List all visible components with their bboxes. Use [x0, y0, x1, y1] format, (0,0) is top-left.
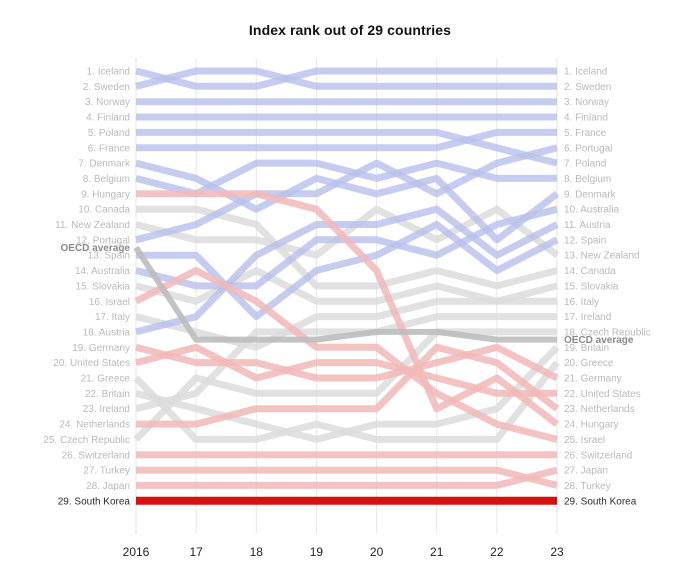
x-tick-2016: 2016: [123, 545, 150, 559]
left-label-29-south-korea: 29. South Korea: [58, 496, 131, 507]
series-line-japan: [136, 466, 558, 489]
left-label-9-hungary: 9. Hungary: [81, 189, 130, 200]
x-axis-labels: 2016 17 18 19 20 21 22 23: [123, 545, 564, 559]
series-line-spain: [136, 221, 559, 321]
series-line-new-zealand: [135, 205, 560, 259]
right-label-oecd-average: OECD average: [564, 335, 634, 346]
right-label-9-denmark: 9. Denmark: [564, 189, 617, 200]
left-label-19-germany: 19. Germany: [72, 343, 130, 354]
series-line-israel: [134, 267, 558, 443]
right-label-20-greece: 20. Greece: [564, 358, 614, 369]
left-label-25-czech-republic: 25. Czech Republic: [43, 435, 130, 446]
right-label-21-germany: 21. Germany: [564, 374, 622, 385]
series-line-france: [136, 128, 557, 152]
right-label-11-austria: 11. Austria: [564, 220, 611, 231]
left-label-5-poland: 5. Poland: [88, 128, 130, 139]
right-label-12-spain: 12. Spain: [564, 235, 606, 246]
right-label-28-turkey: 28. Turkey: [564, 481, 611, 492]
left-label-10-canada: 10. Canada: [78, 205, 130, 216]
x-tick-22: 22: [490, 545, 504, 559]
series-line-turkey: [136, 466, 558, 489]
left-label-22-britain: 22. Britain: [85, 389, 130, 400]
x-tick-19: 19: [310, 545, 324, 559]
series-line-united-states: [135, 343, 557, 397]
series-line-poland: [136, 128, 558, 167]
left-label-8-belgium: 8. Belgium: [83, 174, 130, 185]
series-line-belgium: [135, 159, 557, 198]
left-label-18-austria: 18. Austria: [83, 327, 131, 338]
right-label-3-norway: 3. Norway: [564, 97, 609, 108]
right-label-29-south-korea: 29. South Korea: [564, 496, 637, 507]
right-label-16-italy: 16. Italy: [564, 297, 599, 308]
left-label-3-norway: 3. Norway: [85, 97, 130, 108]
right-label-27-japan: 27. Japan: [564, 466, 608, 477]
right-label-8-belgium: 8. Belgium: [564, 174, 611, 185]
left-label-6-france: 6. France: [88, 143, 131, 154]
left-label-15-slovakia: 15. Slovakia: [76, 281, 131, 292]
right-label-6-portugal: 6. Portugal: [564, 143, 612, 154]
right-label-5-france: 5. France: [564, 128, 607, 139]
right-label-18-czech-republic: 18. Czech Republic: [564, 327, 651, 338]
left-label-11-new-zealand: 11. New Zealand: [55, 220, 130, 231]
series-line-hungary: [136, 190, 560, 427]
x-tick-23: 23: [550, 545, 564, 559]
right-label-25-israel: 25. Israel: [564, 435, 605, 446]
left-label-24-netherlands: 24. Netherlands: [59, 420, 130, 431]
right-label-14-canada: 14. Canada: [564, 266, 616, 277]
series-line-czech-republic: [133, 328, 557, 442]
right-label-7-poland: 7. Poland: [564, 159, 606, 170]
left-label-2-sweden: 2. Sweden: [83, 82, 130, 93]
left-label-1-iceland: 1. Iceland: [87, 67, 130, 78]
x-tick-18: 18: [250, 545, 264, 559]
right-label-2-sweden: 2. Sweden: [564, 82, 611, 93]
left-label-20-united-states: 20. United States: [53, 358, 130, 369]
right-label-26-switzerland: 26. Switzerland: [564, 450, 632, 461]
series-line-italy: [135, 297, 557, 351]
right-label-1-iceland: 1. Iceland: [564, 67, 607, 78]
right-label-15-slovakia: 15. Slovakia: [564, 281, 619, 292]
right-label-19-britain: 19. Britain: [564, 343, 609, 354]
left-label-21-greece: 21. Greece: [81, 374, 131, 385]
series-lines: [133, 67, 560, 505]
x-tick-17: 17: [189, 545, 203, 559]
left-label-27-turkey: 27. Turkey: [83, 466, 130, 477]
left-label-14-australia: 14. Australia: [75, 266, 130, 277]
series-line-greece: [133, 360, 560, 443]
right-label-24-hungary: 24. Hungary: [564, 420, 618, 431]
series-line-oecd-average: [133, 245, 557, 343]
series-line-canada: [136, 205, 558, 290]
series-line-iceland: [135, 67, 557, 90]
left-label-oecd-average: OECD average: [61, 243, 131, 254]
left-label-4-finland: 4. Finland: [86, 113, 130, 124]
left-rank-labels: 1. Iceland 2. Sweden 3. Norway 4. Finland 5.…: [43, 67, 131, 508]
series-line-austria: [135, 205, 559, 336]
left-label-23-ireland: 23. Ireland: [83, 404, 130, 415]
series-line-portugal: [135, 144, 558, 244]
right-label-17-ireland: 17. Ireland: [564, 312, 611, 323]
left-label-16-israel: 16. Israel: [89, 297, 130, 308]
left-label-28-japan: 28. Japan: [86, 481, 130, 492]
right-label-23-netherlands: 23. Netherlands: [564, 404, 635, 415]
right-label-13-new-zealand: 13. New Zealand: [564, 251, 640, 262]
right-label-22-united-states: 22. United States: [564, 389, 641, 400]
left-label-13-spain: 13. Spain: [88, 251, 130, 262]
right-label-10-australia: 10. Australia: [564, 205, 619, 216]
series-line-netherlands: [136, 343, 560, 428]
left-label-12-portugal: 12. Portugal: [76, 235, 130, 246]
x-tick-20: 20: [370, 545, 384, 559]
series-line-germany: [135, 343, 559, 382]
series-line-sweden: [135, 67, 557, 90]
left-label-26-switzerland: 26. Switzerland: [62, 450, 130, 461]
left-label-17-italy: 17. Italy: [95, 312, 130, 323]
left-label-7-denmark: 7. Denmark: [78, 159, 131, 170]
chart-title: Index rank out of 29 countries: [248, 22, 452, 38]
x-tick-21: 21: [430, 545, 444, 559]
right-label-4-finland: 4. Finland: [564, 113, 608, 124]
right-rank-labels: 1. Iceland 2. Sweden 3. Norway 4. Finland 5.…: [564, 67, 651, 508]
